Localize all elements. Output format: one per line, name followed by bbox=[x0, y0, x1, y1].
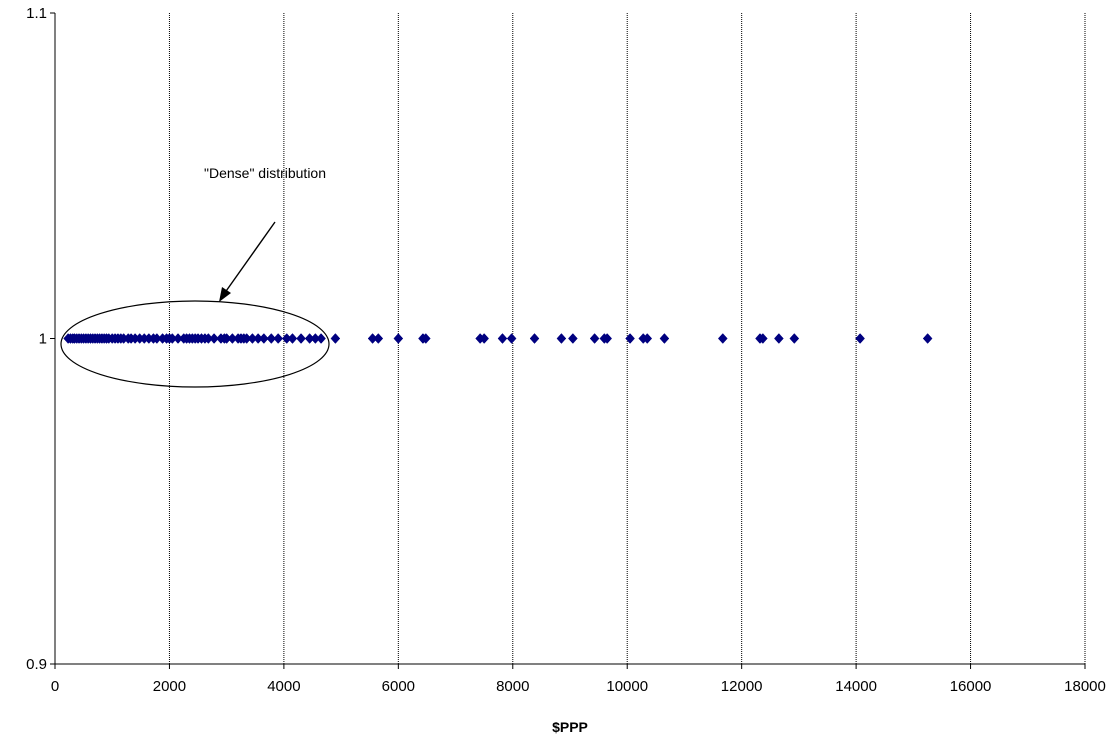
y-tick-label: 1 bbox=[39, 331, 47, 348]
annotation-label: "Dense" distribution bbox=[204, 165, 326, 181]
annotation-arrow-shaft bbox=[223, 221, 276, 295]
x-axis-title: $PPP bbox=[552, 719, 588, 735]
data-point bbox=[602, 333, 613, 344]
data-point bbox=[316, 333, 326, 344]
data-point bbox=[266, 333, 277, 344]
data-point bbox=[296, 333, 306, 344]
annotation: "Dense" distribution bbox=[60, 165, 330, 388]
grid-lines bbox=[168, 13, 1086, 664]
x-tick-label: 16000 bbox=[950, 678, 992, 695]
data-point bbox=[855, 333, 865, 344]
x-tick-label: 10000 bbox=[606, 678, 648, 695]
data-point bbox=[625, 333, 635, 344]
data-point bbox=[330, 333, 341, 344]
data-point bbox=[568, 333, 578, 344]
x-tick-label: 14000 bbox=[835, 678, 877, 695]
data-point bbox=[273, 333, 284, 344]
data-point bbox=[659, 333, 670, 344]
x-tick-label: 0 bbox=[51, 678, 59, 695]
data-point bbox=[774, 333, 784, 344]
data-point bbox=[642, 333, 653, 344]
axes bbox=[50, 12, 1086, 669]
x-tick-label: 4000 bbox=[267, 678, 300, 695]
x-tick-labels: 0 2000 4000 6000 8000 10000 12000 14000 16000 180… bbox=[51, 678, 1106, 695]
annotation-arrow-head bbox=[219, 287, 231, 302]
data-point bbox=[589, 333, 600, 344]
x-tick-label: 8000 bbox=[496, 678, 529, 695]
data-point bbox=[393, 333, 404, 344]
y-tick-label: 1.1 bbox=[26, 5, 47, 22]
x-tick-label: 6000 bbox=[382, 678, 415, 695]
data-point bbox=[497, 333, 508, 344]
data-point bbox=[717, 333, 728, 344]
data-point bbox=[922, 333, 933, 344]
data-point bbox=[209, 333, 219, 344]
dense-distribution-ellipse bbox=[60, 300, 330, 388]
x-tick-label: 18000 bbox=[1064, 678, 1106, 695]
data-point bbox=[259, 333, 269, 344]
data-point bbox=[506, 333, 517, 344]
data-point bbox=[373, 333, 384, 344]
data-point bbox=[287, 333, 298, 344]
x-tick-label: 12000 bbox=[721, 678, 763, 695]
data-points bbox=[63, 333, 933, 344]
data-point bbox=[529, 333, 540, 344]
data-point bbox=[556, 333, 567, 344]
x-tick-label: 2000 bbox=[153, 678, 186, 695]
y-tick-labels: 0.9 1 1.1 bbox=[26, 5, 47, 673]
data-point bbox=[758, 333, 768, 344]
data-point bbox=[479, 333, 490, 344]
data-point bbox=[420, 333, 431, 344]
y-tick-label: 0.9 bbox=[26, 656, 47, 673]
data-point bbox=[789, 333, 800, 344]
